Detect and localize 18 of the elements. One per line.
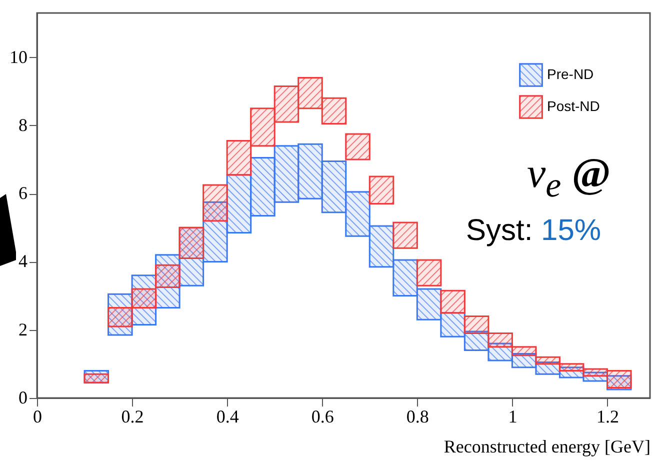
- y-tick-label: 10: [10, 46, 28, 67]
- y-tick-label: 2: [18, 319, 28, 340]
- annotation: Syst: 15%: [466, 214, 602, 248]
- x-tick-label: 0: [33, 406, 42, 426]
- x-tick-label: 1: [508, 406, 518, 426]
- y-tick-label: 0: [18, 388, 28, 408]
- x-tick-label: 0.2: [121, 406, 144, 426]
- x-tick-label: 0.4: [216, 406, 239, 426]
- annotation: ν$_{e}$ @: [527, 151, 611, 204]
- y-tick-label: 4: [18, 251, 28, 272]
- legend-label: Post-ND: [547, 98, 600, 114]
- x-axis-title: Reconstructed energy [GeV]: [444, 436, 650, 456]
- y-tick-label: 8: [18, 114, 28, 135]
- legend-label: Pre-ND: [547, 66, 594, 82]
- x-tick-label: 1.2: [596, 406, 619, 426]
- x-tick-label: 0.6: [311, 406, 334, 426]
- y-tick-label: 6: [18, 183, 28, 204]
- x-tick-label: 0.8: [406, 406, 429, 426]
